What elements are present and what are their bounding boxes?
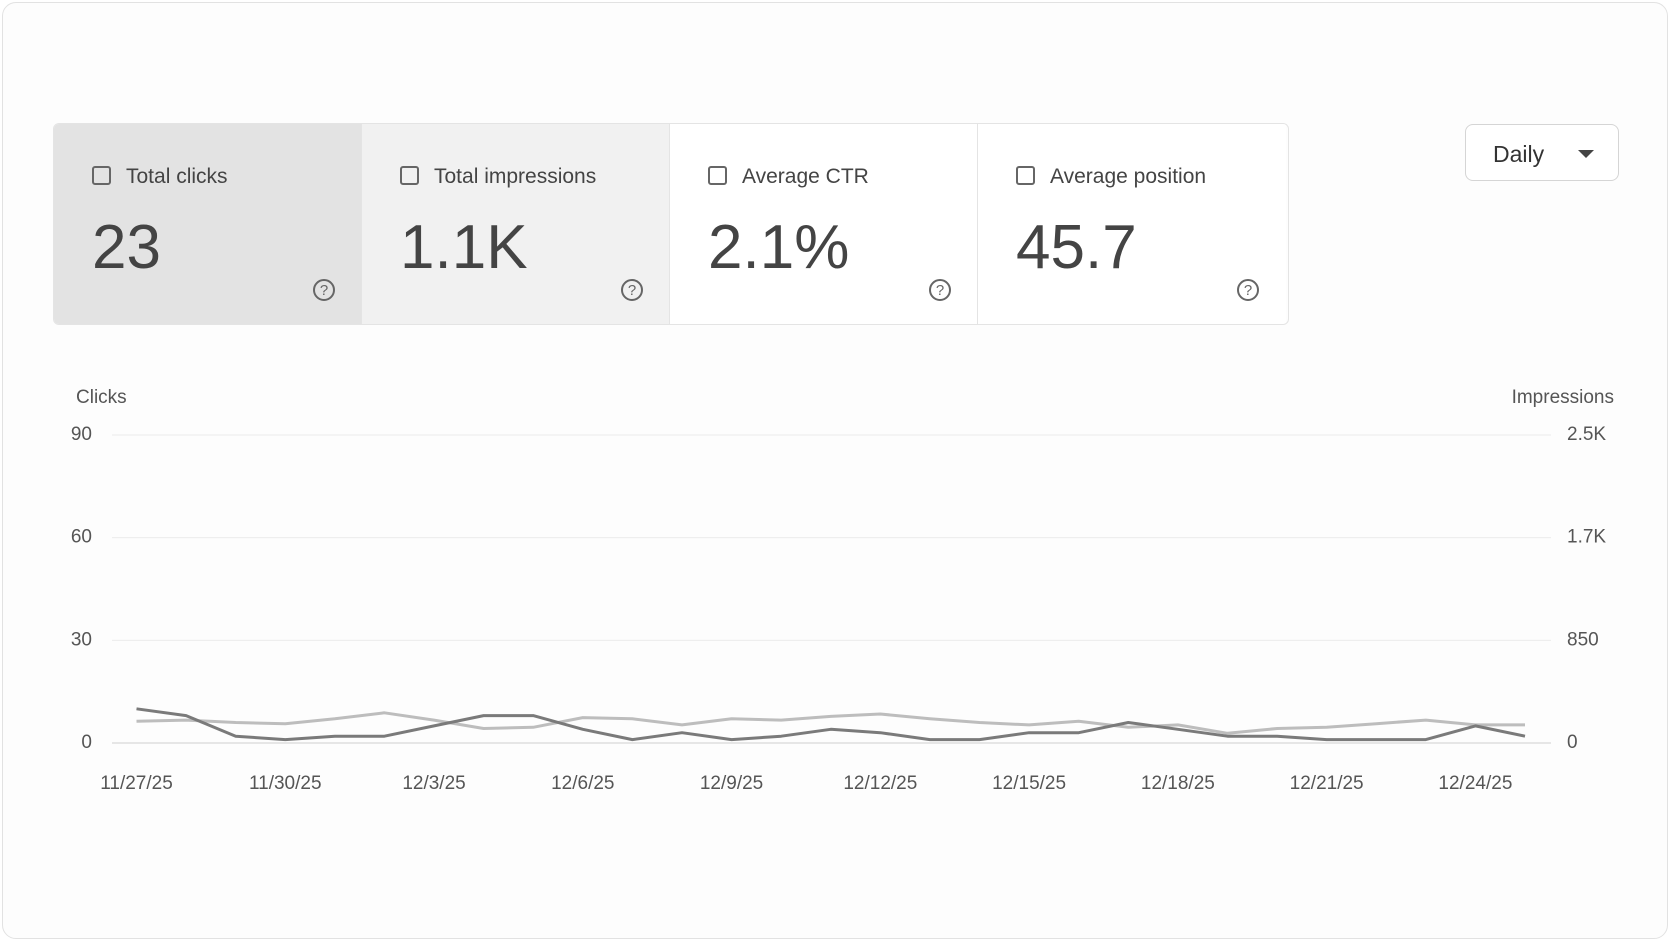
metric-card[interactable]: Total impressions 1.1K ? xyxy=(362,124,670,324)
x-tick-label: 12/6/25 xyxy=(551,773,614,794)
x-tick-label: 12/24/25 xyxy=(1438,773,1512,794)
dropdown[interactable]: Daily xyxy=(1465,124,1619,181)
y2-tick-label: 0 xyxy=(1567,732,1578,753)
help-icon[interactable]: ? xyxy=(929,279,951,301)
checkbox[interactable] xyxy=(92,166,111,185)
y-tick-label: 90 xyxy=(71,424,92,445)
y-axis-title: Clicks xyxy=(76,387,127,408)
x-tick-label: 12/9/25 xyxy=(700,773,763,794)
x-tick-label: 11/30/25 xyxy=(249,773,322,794)
card-label: Average position xyxy=(1050,165,1207,188)
dropdown-label: Daily xyxy=(1493,141,1545,167)
metric-card[interactable]: Total clicks 23 ? xyxy=(54,124,362,324)
y2-tick-label: 1.7K xyxy=(1567,527,1606,548)
card-label: Total impressions xyxy=(434,165,597,188)
x-tick-label: 12/18/25 xyxy=(1141,773,1215,794)
card-label: Average CTR xyxy=(742,165,869,188)
metric-cards: Total clicks 23 ? Total impressions 1.1K… xyxy=(53,123,1289,325)
series-line xyxy=(136,711,1525,735)
metric-card[interactable]: Average position 45.7 ? xyxy=(978,124,1286,324)
metric-card[interactable]: Average CTR 2.1% ? xyxy=(670,124,978,324)
y2-tick-label: 2.5K xyxy=(1567,424,1606,445)
y-tick-label: 0 xyxy=(81,732,92,753)
y2-axis-title: Impressions xyxy=(1512,387,1614,408)
card-value: 45.7 xyxy=(1016,213,1137,282)
series-line xyxy=(136,707,1526,742)
y-tick-label: 60 xyxy=(71,527,92,548)
checkbox[interactable] xyxy=(400,166,419,185)
help-icon[interactable]: ? xyxy=(1237,279,1259,301)
x-tick-label: 12/21/25 xyxy=(1290,773,1364,794)
y2-tick-label: 850 xyxy=(1567,629,1599,650)
card-value: 23 xyxy=(92,213,161,282)
checkbox[interactable] xyxy=(1016,166,1035,185)
help-icon[interactable]: ? xyxy=(621,279,643,301)
x-tick-label: 12/3/25 xyxy=(402,773,465,794)
checkbox[interactable] xyxy=(708,166,727,185)
card-value: 1.1K xyxy=(400,213,528,282)
card-value: 2.1% xyxy=(708,213,850,282)
x-tick-label: 11/27/25 xyxy=(100,773,173,794)
dropdown-arrow xyxy=(1578,150,1594,158)
y-tick-label: 30 xyxy=(71,629,92,650)
card-label: Total clicks xyxy=(126,165,228,188)
x-tick-label: 12/12/25 xyxy=(843,773,917,794)
help-icon[interactable]: ? xyxy=(313,279,335,301)
x-tick-label: 12/15/25 xyxy=(992,773,1066,794)
